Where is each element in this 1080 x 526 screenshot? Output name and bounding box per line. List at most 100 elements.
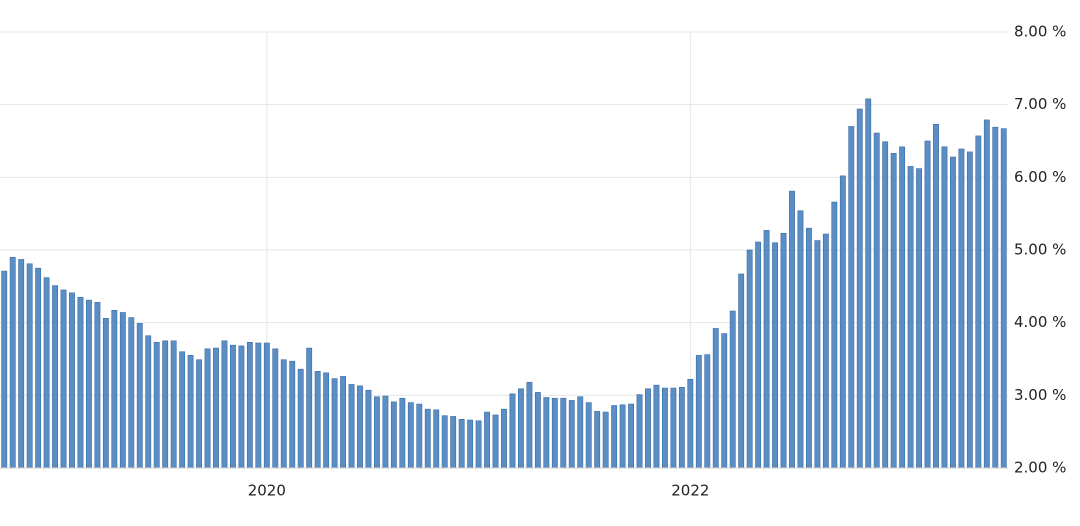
bar xyxy=(992,126,999,469)
bar xyxy=(958,148,965,469)
bar xyxy=(755,241,762,469)
bar xyxy=(238,345,245,469)
bar xyxy=(772,242,778,469)
bar xyxy=(69,292,75,469)
bar xyxy=(543,397,550,469)
bar xyxy=(619,404,626,469)
bar xyxy=(602,411,609,469)
bar xyxy=(611,405,618,469)
bar xyxy=(907,166,914,469)
x-tick-label: 2022 xyxy=(671,482,709,500)
bar xyxy=(382,395,389,469)
bar xyxy=(746,249,753,469)
bar xyxy=(52,285,58,469)
bar xyxy=(213,347,219,469)
bar xyxy=(77,296,84,469)
bar xyxy=(475,420,482,469)
bar xyxy=(365,389,372,469)
bar xyxy=(933,123,939,469)
bar xyxy=(729,310,736,469)
bar xyxy=(831,201,838,469)
bar xyxy=(662,387,668,469)
bar xyxy=(534,392,541,469)
bar xyxy=(136,323,143,469)
bar xyxy=(941,146,948,469)
bar xyxy=(196,359,202,469)
bar xyxy=(263,342,270,469)
bar xyxy=(763,230,770,469)
bar xyxy=(492,414,499,469)
bar xyxy=(111,310,118,469)
bar xyxy=(102,318,109,469)
bar xyxy=(856,108,863,469)
bar xyxy=(568,400,575,469)
bar xyxy=(916,168,922,469)
bar xyxy=(814,240,821,469)
bar xyxy=(458,419,465,469)
bar xyxy=(721,333,728,469)
bar xyxy=(204,348,211,469)
bar xyxy=(551,397,558,469)
bar xyxy=(1000,128,1007,469)
y-tick-label: 6.00 % xyxy=(1014,168,1066,186)
bar xyxy=(94,302,101,469)
y-tick-label: 3.00 % xyxy=(1014,386,1066,404)
bar xyxy=(348,384,355,469)
bar xyxy=(712,328,719,469)
bar xyxy=(246,341,253,469)
bar xyxy=(839,175,846,469)
bar xyxy=(484,411,490,469)
bar xyxy=(645,388,651,469)
bar xyxy=(848,126,855,469)
bar xyxy=(170,340,177,469)
bar xyxy=(9,256,16,469)
bar xyxy=(678,387,685,469)
bar xyxy=(950,156,956,469)
bar xyxy=(738,273,745,469)
bar xyxy=(323,372,330,469)
bar xyxy=(399,397,406,469)
bar xyxy=(374,396,380,469)
y-tick-label: 5.00 % xyxy=(1014,241,1066,259)
bar xyxy=(297,368,304,469)
bar xyxy=(60,289,67,469)
bar xyxy=(797,210,804,469)
bar xyxy=(450,416,457,469)
bar xyxy=(441,415,448,469)
bar xyxy=(670,387,677,469)
bar xyxy=(119,312,126,469)
bar xyxy=(865,98,872,469)
bar xyxy=(86,299,92,469)
y-tick-label: 8.00 % xyxy=(1014,23,1066,41)
bar xyxy=(890,153,897,469)
bar xyxy=(873,132,880,469)
bar xyxy=(467,419,474,469)
y-tick-label: 7.00 % xyxy=(1014,95,1066,113)
bar xyxy=(43,277,50,469)
bar xyxy=(314,371,321,469)
bar xyxy=(966,151,973,469)
bar xyxy=(822,233,829,469)
bar xyxy=(35,267,42,469)
bar xyxy=(18,259,25,469)
bar xyxy=(975,135,982,469)
bar xyxy=(585,402,592,469)
bar xyxy=(331,378,338,469)
bar xyxy=(628,403,634,469)
bar xyxy=(128,317,135,469)
bar xyxy=(789,190,795,469)
bar xyxy=(806,227,812,469)
bar xyxy=(636,394,643,469)
bar xyxy=(416,403,423,469)
bar xyxy=(280,359,287,469)
bar xyxy=(695,355,702,469)
bar xyxy=(179,351,186,469)
bar xyxy=(306,347,313,469)
bar xyxy=(221,340,228,469)
bar xyxy=(255,342,262,469)
bar xyxy=(340,376,346,469)
bar xyxy=(687,379,694,469)
bar xyxy=(526,381,533,469)
bar xyxy=(26,263,33,469)
